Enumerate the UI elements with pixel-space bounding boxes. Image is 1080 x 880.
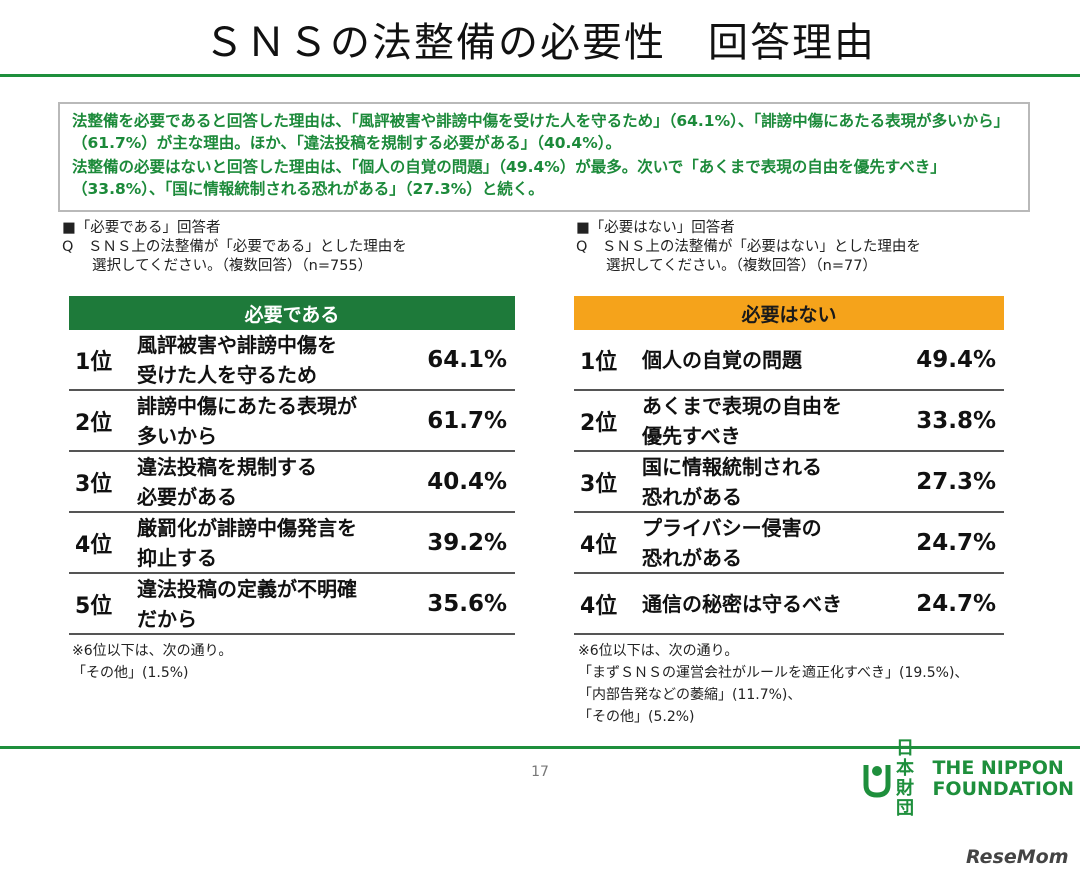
table-row: 2位 あくまで表現の自由を 優先すべき 33.8% bbox=[574, 391, 1004, 452]
necessary-table-header: 必要である bbox=[69, 296, 515, 330]
not-necessary-ranking-table: 必要はない 1位 個人の自覚の問題 49.4% 2位 あくまで表現の自由を 優先す… bbox=[574, 296, 1004, 635]
rank-label: 5位 bbox=[75, 593, 113, 619]
summary-line-1: 法整備を必要であると回答した理由は、「風評被害や誹謗中傷を受けた人を守るため」（… bbox=[72, 112, 1010, 152]
table-row: 1位 風評被害や誹謗中傷を 受けた人を守るため 64.1% bbox=[69, 330, 515, 391]
title-divider bbox=[0, 74, 1080, 77]
page-number: 17 bbox=[531, 764, 549, 780]
reason-label: 違法投稿の定義が不明確 だから bbox=[137, 576, 357, 631]
reason-label: 違法投稿を規制する 必要がある bbox=[137, 454, 317, 509]
reason-label: 厳罰化が誹謗中傷発言を 抑止する bbox=[137, 515, 357, 570]
nippon-foundation-logo-icon bbox=[863, 765, 891, 798]
page-title: ＳＮＳの法整備の必要性 回答理由 bbox=[204, 20, 876, 66]
percentage-value: 49.4% bbox=[916, 346, 996, 373]
reason-label: 風評被害や誹謗中傷を 受けた人を守るため bbox=[137, 332, 337, 387]
right-footnote: ※6位以下は、次の通り。 「まずＳＮＳの運営会社がルールを適正化すべき」(19.… bbox=[578, 640, 968, 728]
summary-box: 法整備を必要であると回答した理由は、「風評被害や誹謗中傷を受けた人を守るため」（… bbox=[58, 102, 1030, 212]
reason-label: プライバシー侵害の 恐れがある bbox=[642, 515, 822, 570]
left-question-line-2: 選択してください。（複数回答）（n=755） bbox=[92, 258, 373, 274]
footer-divider bbox=[0, 746, 1080, 749]
rank-label: 3位 bbox=[75, 471, 113, 497]
left-respondent-header: ■「必要である」回答者 bbox=[62, 220, 221, 236]
table-row: 1位 個人の自覚の問題 49.4% bbox=[574, 330, 1004, 391]
rank-label: 2位 bbox=[580, 410, 618, 436]
table-row: 3位 違法投稿を規制する 必要がある 40.4% bbox=[69, 452, 515, 513]
rank-label: 4位 bbox=[580, 532, 618, 558]
percentage-value: 27.3% bbox=[916, 468, 996, 495]
table-row: 4位 厳罰化が誹謗中傷発言を 抑止する 39.2% bbox=[69, 513, 515, 574]
rank-label: 2位 bbox=[75, 410, 113, 436]
rank-label: 1位 bbox=[580, 349, 618, 375]
percentage-value: 64.1% bbox=[427, 346, 507, 373]
percentage-value: 24.7% bbox=[916, 590, 996, 617]
percentage-value: 61.7% bbox=[427, 407, 507, 434]
nippon-foundation-logo: 日本 財団 THE NIPPON FOUNDATION bbox=[862, 739, 1074, 819]
rank-label: 4位 bbox=[75, 532, 113, 558]
table-row: 2位 誹謗中傷にあたる表現が 多いから 61.7% bbox=[69, 391, 515, 452]
right-footnote-line-3: 「内部告発などの萎縮」(11.7%)、 bbox=[578, 687, 802, 703]
necessary-ranking-table: 必要である 1位 風評被害や誹謗中傷を 受けた人を守るため 64.1% 2位 誹謗… bbox=[69, 296, 515, 635]
right-respondent-header: ■「必要はない」回答者 bbox=[576, 220, 735, 236]
reason-label: 個人の自覚の問題 bbox=[642, 347, 802, 372]
right-footnote-line-1: ※6位以下は、次の通り。 bbox=[578, 643, 739, 659]
logo-japanese-text: 日本 財団 bbox=[896, 738, 914, 819]
left-footnote-line-1: ※6位以下は、次の通り。 bbox=[72, 643, 233, 659]
rank-label: 3位 bbox=[580, 471, 618, 497]
right-question-block: ■「必要はない」回答者 Q ＳＮＳ上の法整備が「必要はない」とした理由を 選択し… bbox=[576, 219, 921, 276]
percentage-value: 35.6% bbox=[427, 590, 507, 617]
table-row: 4位 プライバシー侵害の 恐れがある 24.7% bbox=[574, 513, 1004, 574]
reason-label: 通信の秘密は守るべき bbox=[642, 591, 842, 616]
right-question-line-2: 選択してください。（複数回答）（n=77） bbox=[606, 258, 877, 274]
reason-label: 誹謗中傷にあたる表現が 多いから bbox=[137, 393, 357, 448]
resemom-watermark: ReseMom bbox=[966, 846, 1069, 868]
not-necessary-table-header: 必要はない bbox=[574, 296, 1004, 330]
left-footnote: ※6位以下は、次の通り。 「その他」(1.5%) bbox=[72, 640, 232, 684]
table-row: 4位 通信の秘密は守るべき 24.7% bbox=[574, 574, 1004, 635]
table-row: 5位 違法投稿の定義が不明確 だから 35.6% bbox=[69, 574, 515, 635]
right-question-line-1: Q ＳＮＳ上の法整備が「必要はない」とした理由を bbox=[576, 239, 921, 255]
right-footnote-line-4: 「その他」(5.2%) bbox=[578, 709, 695, 725]
reason-label: あくまで表現の自由を 優先すべき bbox=[642, 393, 842, 448]
left-footnote-line-2: 「その他」(1.5%) bbox=[72, 665, 189, 681]
percentage-value: 40.4% bbox=[427, 468, 507, 495]
logo-english-text: THE NIPPON FOUNDATION bbox=[932, 757, 1074, 800]
table-row: 3位 国に情報統制される 恐れがある 27.3% bbox=[574, 452, 1004, 513]
rank-label: 4位 bbox=[580, 593, 618, 619]
right-footnote-line-2: 「まずＳＮＳの運営会社がルールを適正化すべき」(19.5%)、 bbox=[578, 665, 969, 681]
left-question-block: ■「必要である」回答者 Q ＳＮＳ上の法整備が「必要である」とした理由を 選択し… bbox=[62, 219, 407, 276]
rank-label: 1位 bbox=[75, 349, 113, 375]
percentage-value: 33.8% bbox=[916, 407, 996, 434]
percentage-value: 24.7% bbox=[916, 529, 996, 556]
reason-label: 国に情報統制される 恐れがある bbox=[642, 454, 822, 509]
percentage-value: 39.2% bbox=[427, 529, 507, 556]
summary-line-2: 法整備の必要はないと回答した理由は、「個人の自覚の問題」（49.4%）が最多。次… bbox=[72, 158, 946, 198]
left-question-line-1: Q ＳＮＳ上の法整備が「必要である」とした理由を bbox=[62, 239, 407, 255]
